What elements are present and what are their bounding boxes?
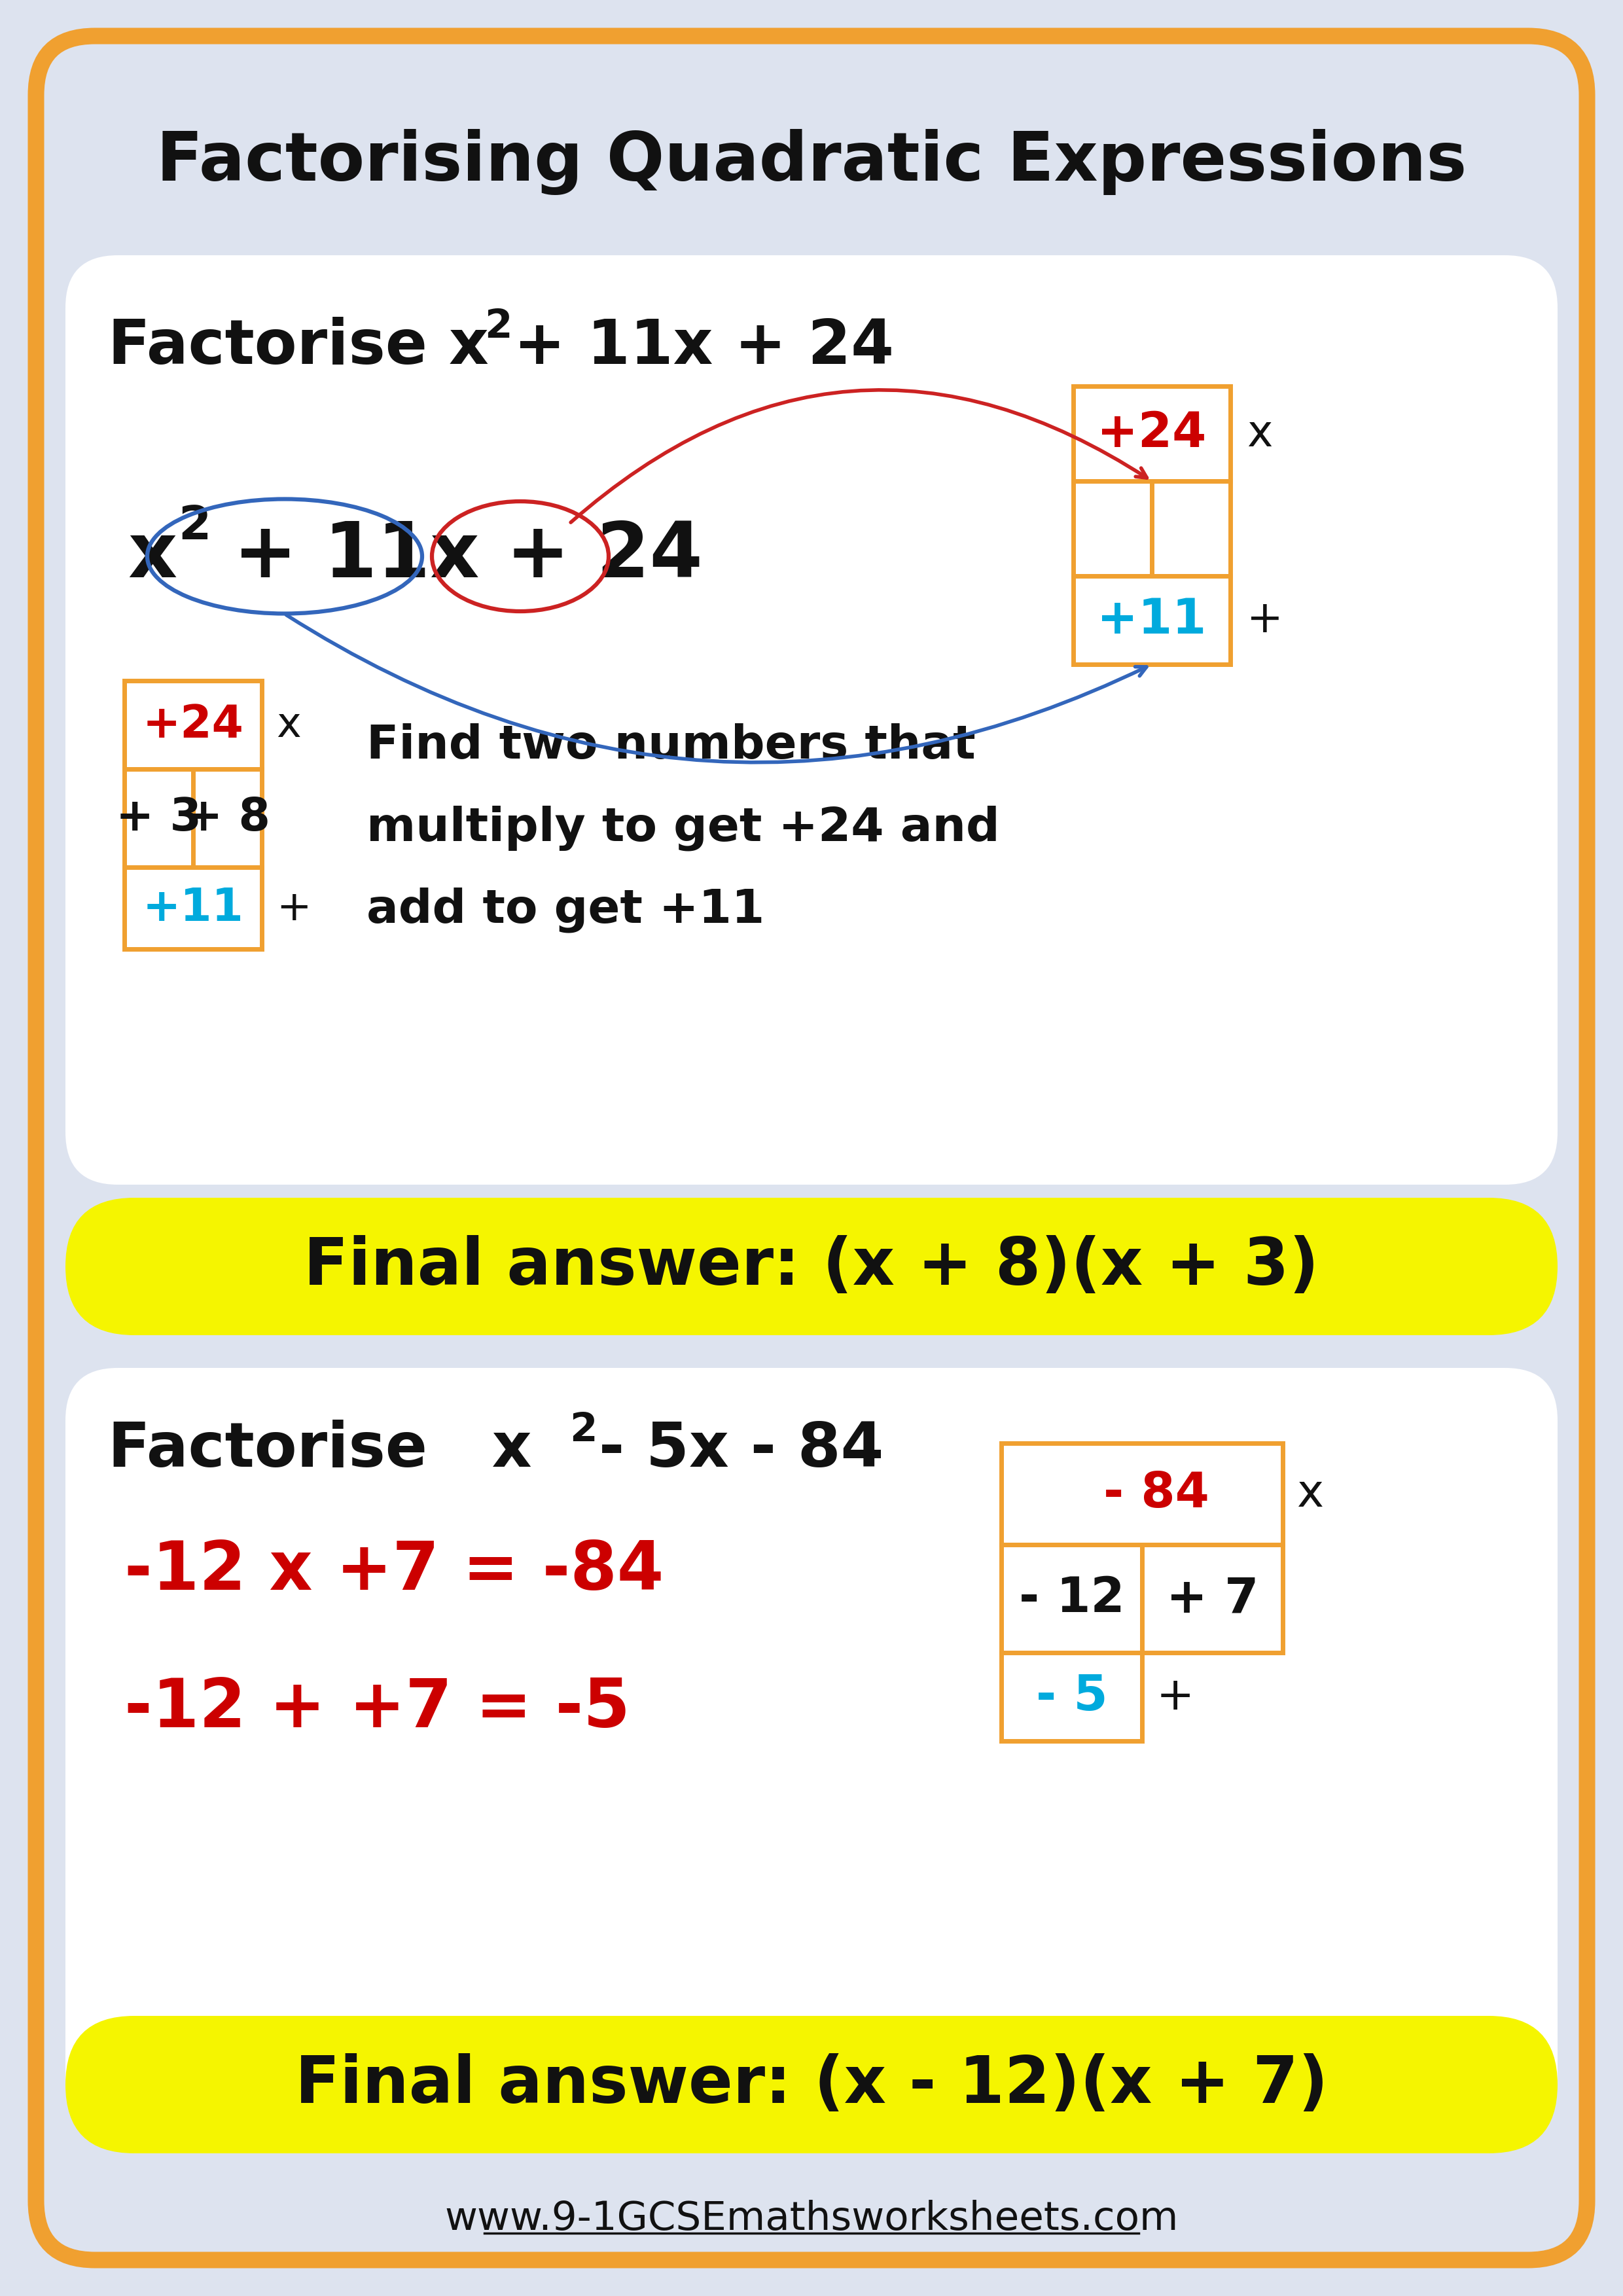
Text: 2: 2 — [484, 308, 513, 347]
Text: + 11x + 24: + 11x + 24 — [206, 519, 703, 595]
Text: + 8: + 8 — [185, 797, 271, 840]
Text: +: + — [276, 889, 312, 928]
FancyBboxPatch shape — [65, 1199, 1558, 1336]
Text: multiply to get +24 and: multiply to get +24 and — [367, 806, 1000, 852]
Bar — [1001, 1444, 1282, 1545]
Text: Factorise   x: Factorise x — [109, 1419, 532, 1481]
Bar — [1152, 482, 1230, 576]
Text: +24: +24 — [1097, 409, 1206, 457]
Text: - 5: - 5 — [1035, 1674, 1107, 1720]
Text: 2: 2 — [179, 503, 211, 549]
Text: Find two numbers that: Find two numbers that — [367, 723, 975, 769]
Bar — [1073, 386, 1230, 482]
Text: - 84: - 84 — [1104, 1469, 1209, 1518]
Text: add to get +11: add to get +11 — [367, 886, 764, 932]
Bar — [1073, 576, 1230, 664]
Text: Final answer: (x - 12)(x + 7): Final answer: (x - 12)(x + 7) — [295, 2053, 1328, 2117]
Bar — [125, 680, 261, 769]
Text: +11: +11 — [143, 886, 243, 930]
Text: 2: 2 — [570, 1410, 597, 1449]
Text: + 7: + 7 — [1165, 1575, 1258, 1623]
Text: +24: +24 — [143, 703, 243, 746]
Text: x: x — [1246, 411, 1272, 455]
FancyBboxPatch shape — [65, 1368, 1558, 2126]
Text: - 12: - 12 — [1019, 1575, 1125, 1623]
Bar — [193, 769, 261, 868]
Bar — [1001, 1545, 1143, 1653]
Bar — [1073, 482, 1152, 576]
Text: Factorise x: Factorise x — [109, 317, 489, 377]
Bar — [1143, 1545, 1282, 1653]
Text: + 3: + 3 — [115, 797, 201, 840]
Bar — [1001, 1653, 1143, 1740]
Text: Factorising Quadratic Expressions: Factorising Quadratic Expressions — [156, 129, 1467, 195]
FancyArrowPatch shape — [286, 615, 1146, 762]
Text: +11: +11 — [1097, 597, 1206, 645]
FancyBboxPatch shape — [65, 255, 1558, 1185]
Text: Final answer: (x + 8)(x + 3): Final answer: (x + 8)(x + 3) — [304, 1235, 1319, 1297]
Text: - 5x - 84: - 5x - 84 — [599, 1419, 885, 1481]
FancyArrowPatch shape — [571, 390, 1147, 523]
Text: -12 + +7 = -5: -12 + +7 = -5 — [125, 1676, 630, 1740]
FancyBboxPatch shape — [36, 37, 1587, 2259]
Bar — [125, 868, 261, 948]
Text: + 11x + 24: + 11x + 24 — [514, 317, 894, 377]
Bar — [125, 769, 193, 868]
Text: x: x — [1297, 1472, 1324, 1515]
FancyBboxPatch shape — [65, 2016, 1558, 2154]
Text: x: x — [128, 519, 177, 595]
Text: +: + — [1156, 1674, 1195, 1720]
Text: x: x — [276, 705, 300, 746]
Text: -12 x +7 = -84: -12 x +7 = -84 — [125, 1538, 664, 1605]
Text: +: + — [1246, 599, 1284, 643]
Text: www.9-1GCSEmathsworksheets.com: www.9-1GCSEmathsworksheets.com — [445, 2200, 1178, 2239]
